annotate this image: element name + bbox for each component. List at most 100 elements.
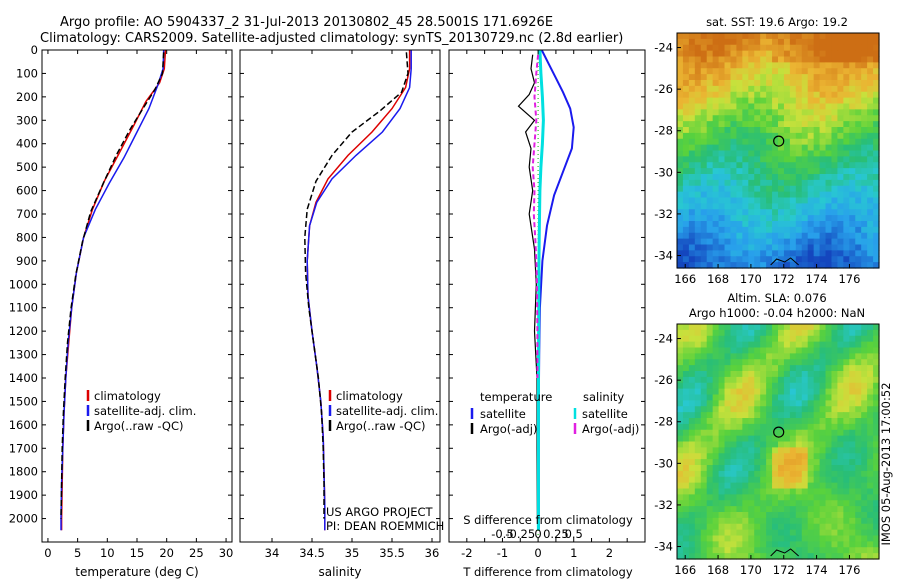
map-cell bbox=[724, 115, 732, 122]
map-cell bbox=[706, 547, 714, 554]
map-cell bbox=[778, 91, 785, 99]
map-cell bbox=[795, 406, 803, 413]
map-cell bbox=[801, 388, 809, 396]
map-cell bbox=[760, 62, 767, 69]
map-cell bbox=[748, 423, 755, 431]
map-cell bbox=[789, 335, 797, 343]
map-cell bbox=[801, 103, 809, 110]
map-cell bbox=[825, 179, 833, 187]
legend-label: satellite bbox=[480, 407, 526, 421]
map-cell bbox=[795, 91, 803, 99]
map-cell bbox=[867, 418, 874, 425]
map-cell bbox=[813, 156, 821, 163]
map-cell bbox=[718, 423, 726, 431]
map-cell bbox=[807, 365, 815, 372]
map-cell bbox=[772, 33, 779, 40]
map-cell bbox=[682, 435, 690, 443]
legend-label: satellite bbox=[582, 407, 628, 421]
map-cell bbox=[700, 138, 708, 146]
map-cell bbox=[813, 62, 821, 69]
map-cell bbox=[849, 465, 856, 472]
map-cell bbox=[801, 447, 809, 454]
map-cell bbox=[748, 262, 755, 269]
map-cell bbox=[837, 341, 844, 349]
map-cell bbox=[867, 541, 874, 548]
map-cell bbox=[778, 250, 785, 257]
map-cell bbox=[694, 179, 702, 187]
map-cell bbox=[843, 162, 850, 169]
map-cell bbox=[855, 44, 862, 52]
map-cell bbox=[825, 97, 833, 105]
map-cell bbox=[789, 221, 797, 228]
map-cell bbox=[867, 324, 874, 331]
map-cell bbox=[795, 209, 803, 216]
map-cell bbox=[766, 74, 773, 81]
map-cell bbox=[783, 418, 791, 425]
map-cell bbox=[694, 127, 702, 134]
map-cell bbox=[706, 56, 714, 63]
map-cell bbox=[801, 371, 809, 378]
map-cell bbox=[730, 423, 738, 431]
map-cell bbox=[843, 38, 850, 46]
map-cell bbox=[819, 256, 827, 263]
map-cell bbox=[861, 221, 868, 228]
map-ytick-label: -32 bbox=[654, 498, 673, 512]
map-cell bbox=[867, 435, 874, 443]
map-cell bbox=[789, 412, 797, 419]
ytick-label: 1800 bbox=[9, 465, 38, 479]
map-cell bbox=[795, 203, 803, 210]
map-cell bbox=[861, 185, 868, 193]
map-cell bbox=[807, 44, 815, 52]
map-cell bbox=[778, 335, 785, 343]
map-cell bbox=[724, 226, 732, 234]
map-cell bbox=[736, 388, 743, 396]
map-cell bbox=[754, 85, 761, 93]
map-cell bbox=[801, 506, 809, 513]
map-cell bbox=[807, 335, 815, 343]
map-cell bbox=[718, 476, 726, 484]
map-cell bbox=[724, 459, 732, 466]
map-cell bbox=[718, 244, 726, 251]
map-cell bbox=[766, 535, 773, 542]
map-cell bbox=[700, 494, 708, 501]
map-cell bbox=[677, 359, 684, 366]
map-cell bbox=[849, 191, 856, 199]
map-cell bbox=[789, 115, 797, 122]
map-cell bbox=[754, 74, 761, 81]
map-cell bbox=[873, 347, 880, 354]
difference-panel: -2 -1 0 1 2-0.5-0.25 0 0.250.5 S difference fr… bbox=[448, 49, 646, 579]
map-cell bbox=[778, 482, 785, 490]
salinity-xlabel: salinity bbox=[318, 565, 361, 579]
map-cell bbox=[682, 535, 690, 542]
map-cell bbox=[724, 62, 732, 69]
map-cell bbox=[825, 221, 833, 228]
map-cell bbox=[760, 512, 767, 519]
map-cell bbox=[688, 156, 696, 163]
map-cell bbox=[694, 144, 702, 152]
map-cell bbox=[682, 476, 690, 484]
map-cell bbox=[831, 121, 839, 128]
map-cell bbox=[718, 115, 726, 122]
map-cell bbox=[843, 541, 850, 548]
map-cell bbox=[837, 91, 844, 99]
map-cell bbox=[819, 429, 827, 437]
map-cell bbox=[724, 382, 732, 390]
map-cell bbox=[760, 341, 767, 349]
map-cell bbox=[712, 353, 720, 360]
map-cell bbox=[688, 103, 696, 110]
map-cell bbox=[831, 441, 839, 448]
map-cell bbox=[873, 132, 880, 140]
map-cell bbox=[724, 232, 732, 240]
map-cell bbox=[855, 238, 862, 246]
map-cell bbox=[843, 68, 850, 75]
map-cell bbox=[688, 150, 696, 157]
map-cell bbox=[783, 324, 791, 331]
map-cell bbox=[694, 429, 702, 437]
map-cell bbox=[783, 197, 791, 204]
map-cell bbox=[825, 56, 833, 63]
map-cell bbox=[825, 412, 833, 419]
map-cell bbox=[867, 121, 874, 128]
map-cell bbox=[783, 221, 791, 228]
map-cell bbox=[754, 476, 761, 484]
map-cell bbox=[766, 553, 773, 560]
